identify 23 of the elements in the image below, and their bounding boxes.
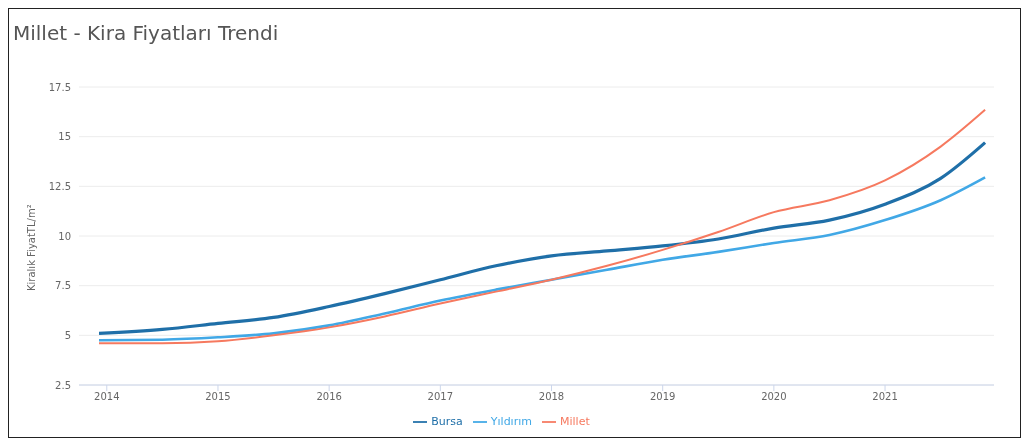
y-tick-label: 5	[64, 329, 71, 341]
x-tick-label: 2017	[427, 391, 454, 403]
x-tick-label: 2019	[649, 391, 676, 403]
line-series	[98, 108, 987, 345]
legend-label: Bursa	[431, 415, 463, 428]
chart-title: Millet - Kira Fiyatları Trendi	[13, 21, 279, 45]
y-tick-label: 10	[58, 230, 71, 242]
y-axis-title: Kiralık FiyatTL/m²	[25, 204, 37, 291]
line-series	[97, 176, 987, 342]
y-tick-label: 15	[58, 131, 71, 143]
y-tick-label: 7.5	[55, 280, 71, 292]
legend-label: Millet	[559, 415, 590, 428]
y-tick-label: 12.5	[48, 180, 71, 192]
y-tick-label: 17.5	[48, 81, 71, 93]
x-tick-label: 2016	[316, 391, 342, 403]
x-tick-label: 2018	[538, 391, 565, 403]
legend-label: Yıldırım	[490, 415, 532, 428]
x-tick-label: 2014	[94, 391, 120, 403]
x-tick-label: 2020	[761, 391, 787, 403]
x-tick-label: 2021	[872, 391, 898, 403]
y-tick-label: 2.5	[55, 379, 71, 391]
line-series	[97, 141, 987, 335]
x-tick-label: 2015	[205, 391, 231, 403]
